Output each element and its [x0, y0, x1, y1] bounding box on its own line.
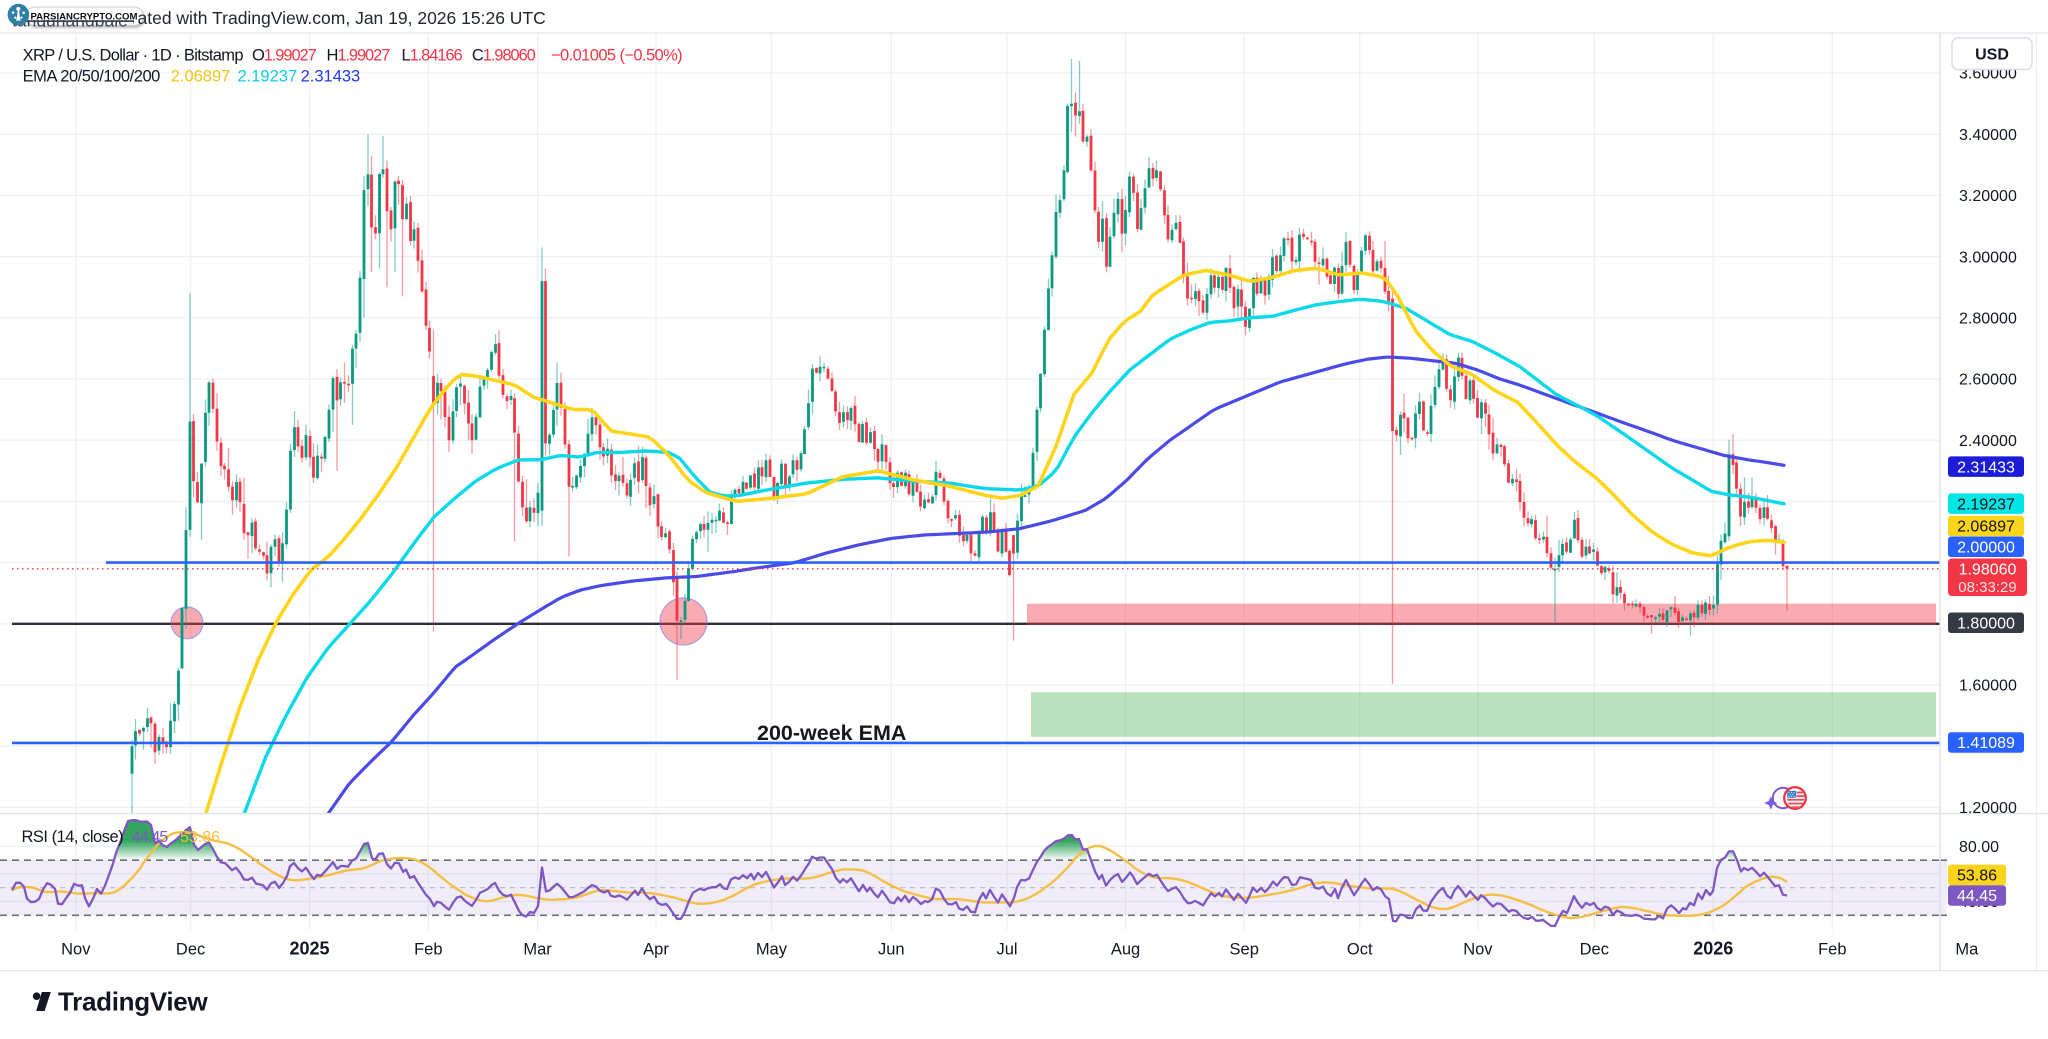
svg-text:USD: USD	[1975, 47, 2009, 64]
svg-text:1.41089: 1.41089	[1957, 735, 2015, 752]
svg-text:53.86: 53.86	[1957, 868, 1997, 885]
svg-text:Feb: Feb	[1818, 941, 1846, 959]
svg-text:2026: 2026	[1693, 939, 1733, 959]
svg-text:H1.99027: H1.99027	[327, 47, 391, 65]
svg-text:2.00000: 2.00000	[1957, 540, 2015, 557]
svg-text:1.60000: 1.60000	[1959, 678, 2017, 695]
svg-text:80.00: 80.00	[1959, 839, 1999, 856]
svg-text:EMA 20/50/100/200: EMA 20/50/100/200	[23, 68, 161, 86]
svg-text:Jul: Jul	[996, 941, 1017, 959]
svg-text:−0.01005 (−0.50%): −0.01005 (−0.50%)	[551, 47, 682, 65]
svg-text:200-week EMA: 200-week EMA	[757, 721, 906, 745]
svg-text:Aug: Aug	[1111, 941, 1140, 959]
svg-text:Feb: Feb	[414, 941, 442, 959]
svg-text:Dec: Dec	[1580, 941, 1609, 959]
svg-text:Mar: Mar	[523, 941, 552, 959]
svg-text:May: May	[756, 941, 788, 959]
svg-text:2.60000: 2.60000	[1959, 372, 2017, 389]
svg-text:2.31433: 2.31433	[301, 68, 361, 86]
svg-text:RSI (14, close): RSI (14, close)	[22, 828, 124, 846]
svg-text:3.00000: 3.00000	[1959, 249, 2017, 266]
svg-text:Nov: Nov	[1463, 941, 1493, 959]
svg-text:2.19237: 2.19237	[238, 68, 298, 86]
svg-text:Ma: Ma	[1955, 941, 1979, 959]
svg-text:2.40000: 2.40000	[1959, 433, 2017, 450]
svg-text:2.31433: 2.31433	[1957, 459, 2015, 476]
svg-text:Oct: Oct	[1347, 941, 1373, 959]
svg-text:O1.99027: O1.99027	[252, 47, 317, 65]
svg-text:Sep: Sep	[1230, 941, 1259, 959]
svg-text:Apr: Apr	[643, 941, 669, 959]
svg-text:1.80000: 1.80000	[1957, 616, 2015, 633]
svg-text:Jun: Jun	[878, 941, 905, 959]
svg-text:3.40000: 3.40000	[1959, 127, 2017, 144]
svg-text:08:33:29: 08:33:29	[1958, 579, 2016, 596]
svg-text:2.06897: 2.06897	[1957, 519, 2015, 536]
svg-text:2.80000: 2.80000	[1959, 311, 2017, 328]
svg-text:1.98060: 1.98060	[1959, 562, 2017, 579]
svg-text:3.20000: 3.20000	[1959, 188, 2017, 205]
svg-text:tangunandbale cre: tangunandbale cre	[12, 11, 157, 31]
svg-text:PARSIANCRYPTO.COM: PARSIANCRYPTO.COM	[31, 11, 138, 22]
svg-text:XRP / U.S. Dollar · 1D · Bitst: XRP / U.S. Dollar · 1D · Bitstamp	[23, 47, 244, 65]
svg-text:2025: 2025	[289, 939, 329, 959]
svg-text:53.86: 53.86	[180, 829, 220, 846]
svg-text:44.45: 44.45	[132, 829, 169, 846]
svg-text:C1.98060: C1.98060	[472, 47, 536, 65]
svg-text:Nov: Nov	[61, 941, 91, 959]
svg-text:2.06897: 2.06897	[171, 68, 231, 86]
svg-text:44.45: 44.45	[1957, 888, 1997, 905]
svg-text:Dec: Dec	[176, 941, 205, 959]
svg-text:2.19237: 2.19237	[1957, 496, 2015, 513]
svg-text:L1.84166: L1.84166	[402, 47, 463, 65]
svg-text:1.20000: 1.20000	[1959, 800, 2017, 817]
svg-text:TradingView: TradingView	[58, 987, 208, 1017]
svg-text:ated with TradingView.com, Jan: ated with TradingView.com, Jan 19, 2026 …	[138, 8, 546, 28]
